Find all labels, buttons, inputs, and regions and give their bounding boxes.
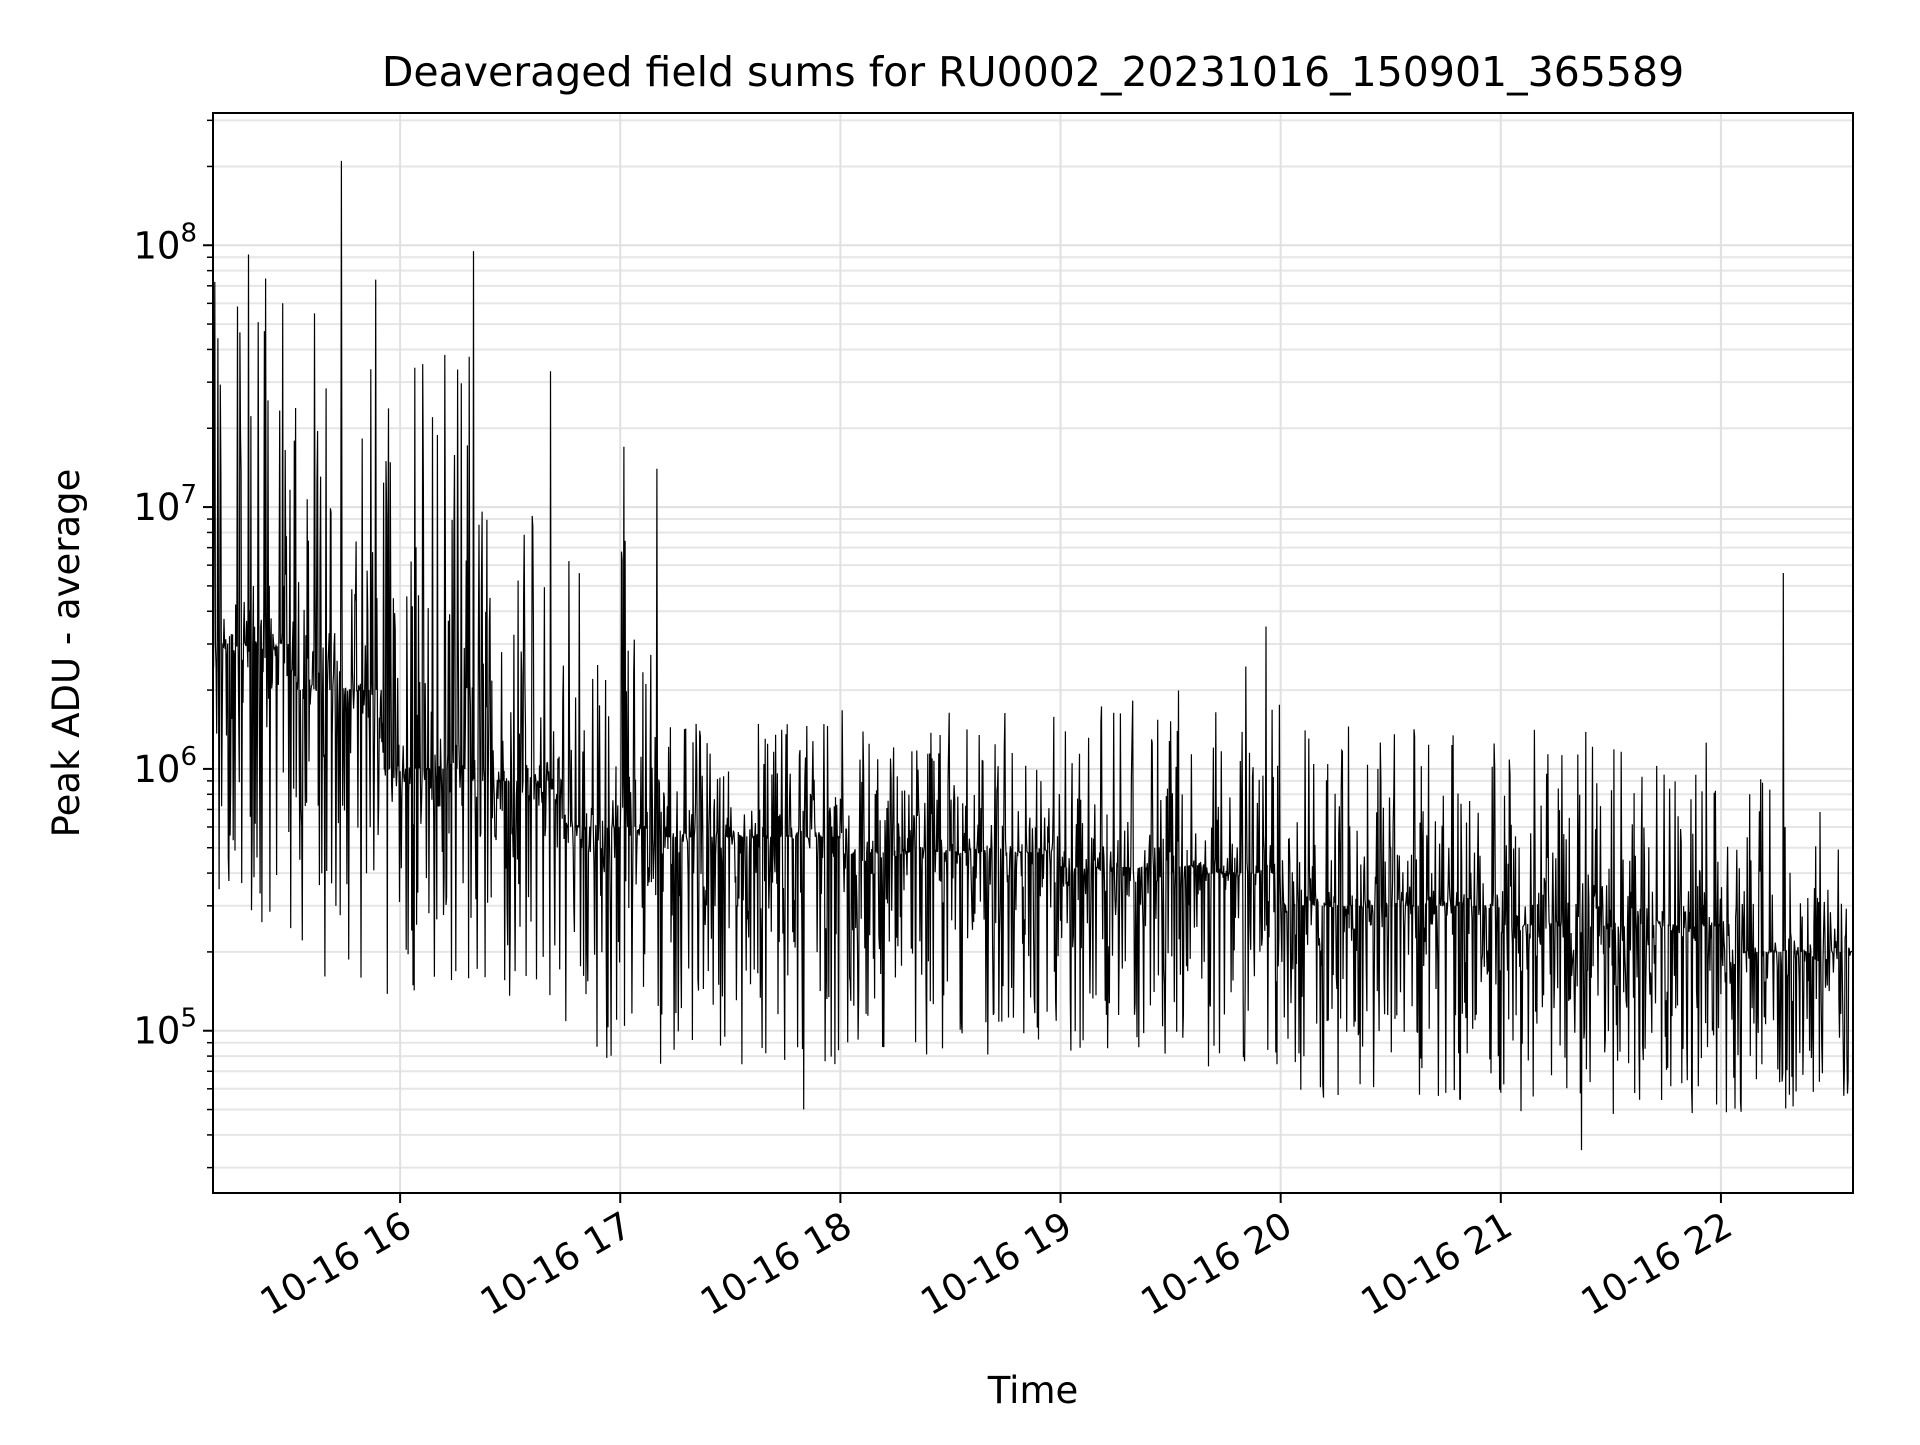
y-tick-label: 108 [133,218,197,267]
y-tick-label: 106 [133,742,197,791]
y-tick-label: 105 [133,1004,197,1053]
y-axis-label: Peak ADU - average [45,469,88,838]
x-axis-label: Time [987,1369,1079,1412]
series-line [213,160,1853,1151]
chart-title: Deaveraged field sums for RU0002_2023101… [382,48,1684,96]
plot-frame [212,112,1854,1194]
y-tick-label: 107 [133,480,197,529]
series-layer [213,160,1853,1151]
